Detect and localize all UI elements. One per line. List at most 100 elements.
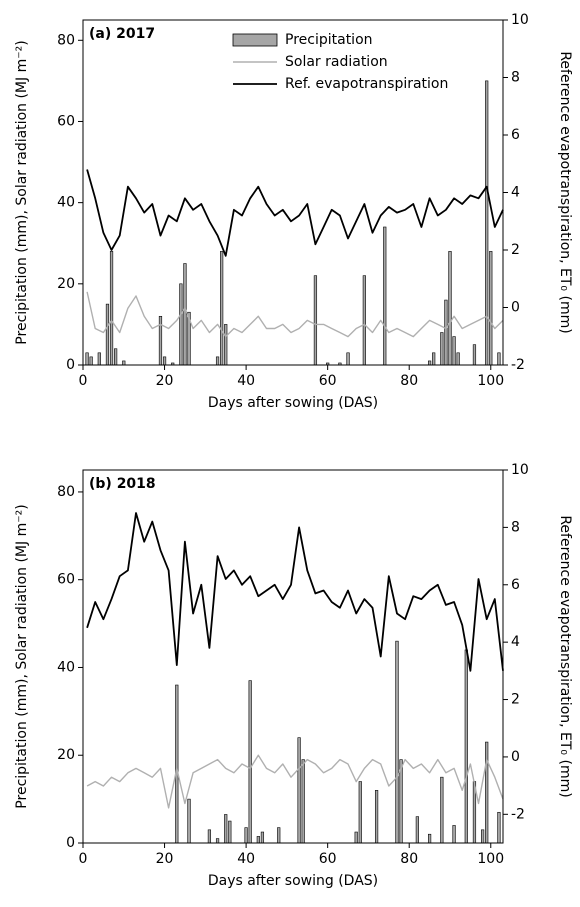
y-tick-label: 80 [57,484,75,500]
x-tick-label: 20 [156,373,174,389]
bar [162,356,167,366]
bar [260,831,265,844]
bar [220,251,224,366]
x-tick-label: 100 [477,851,504,867]
bar [452,825,456,844]
y-tick-label: 20 [57,276,75,292]
x-tick-label: 60 [319,373,337,389]
bar [179,283,183,366]
line [86,291,504,338]
y2-tick-label: -2 [511,806,525,822]
x-tick-label: 40 [237,851,255,867]
bar [485,741,489,844]
y2-axis-label: Reference evapotranspiration, ET₀ (mm) [557,51,573,333]
legend-swatch [232,33,278,47]
x-tick-label: 20 [156,851,174,867]
x-tick-label: 100 [477,373,504,389]
bar [358,781,362,844]
y-tick-label: 20 [57,747,75,763]
x-tick-label: 40 [237,373,255,389]
plot-frame [82,19,504,366]
bar [452,336,456,366]
y2-tick-label: 10 [511,12,529,28]
bar [85,352,89,366]
bar [277,827,281,844]
bar [105,303,110,366]
plot-frame [82,469,504,844]
bar [432,352,436,366]
legend-label: Precipitation [285,32,373,48]
bar [444,299,448,366]
y-tick-label: 60 [57,572,75,588]
bar [489,251,493,366]
legend-label: Ref. evapotranspiration [285,76,448,92]
y-tick-label: 0 [66,357,75,373]
x-axis-label: Days after sowing (DAS) [208,873,378,889]
bar [228,820,232,844]
y-axis-label: Precipitation (mm), Solar radiation (MJ … [14,504,30,808]
bar [428,360,432,366]
bar [346,352,350,366]
bar [248,680,252,844]
y2-tick-label: 8 [511,70,520,86]
bar [183,263,187,366]
y2-tick-label: 6 [511,127,520,143]
y-axis-label: Precipitation (mm), Solar radiation (MJ … [14,40,30,344]
bar [244,827,248,844]
bar [109,251,114,366]
panel-title: (b) 2018 [89,476,156,492]
y-tick-label: 60 [57,113,75,129]
bar [395,640,399,844]
y2-tick-label: 10 [511,462,529,478]
bar [297,737,301,844]
bar [497,352,501,366]
y2-tick-label: 4 [511,185,520,201]
x-tick-label: 60 [319,851,337,867]
bar [456,352,460,366]
y-tick-label: 80 [57,32,75,48]
y2-tick-label: 6 [511,577,520,593]
bar [313,275,318,366]
bar [89,356,93,366]
bar [354,831,358,844]
x-tick-label: 0 [79,373,88,389]
bar [497,811,501,844]
y2-tick-label: 0 [511,300,520,316]
bar [256,836,260,844]
line [86,754,504,809]
bar [383,226,387,366]
x-tick-label: 0 [79,851,88,867]
bar [224,324,228,366]
y2-tick-label: 2 [511,692,520,708]
bar [464,649,468,844]
y-tick-label: 0 [66,835,75,851]
bar [428,833,432,844]
y2-axis-label: Reference evapotranspiration, ET₀ (mm) [557,515,573,797]
panel-title: (a) 2017 [89,26,155,42]
bar [215,356,220,366]
y2-tick-label: 0 [511,749,520,765]
bar [440,776,444,844]
bar [362,275,366,366]
bar [158,315,163,366]
bar [215,838,220,844]
bar [122,360,126,366]
line [86,169,504,257]
bar [415,816,419,844]
x-tick-label: 80 [400,373,418,389]
bar [224,814,228,844]
bar [472,344,477,366]
y2-tick-label: -2 [511,357,525,373]
y2-tick-label: 4 [511,634,520,650]
bar [97,352,101,366]
bar [399,759,403,844]
bar [374,790,379,844]
bar [481,829,485,844]
bar [485,80,489,366]
bar [175,684,179,844]
bar [301,759,305,844]
bar [207,829,212,844]
y2-tick-label: 2 [511,242,520,258]
